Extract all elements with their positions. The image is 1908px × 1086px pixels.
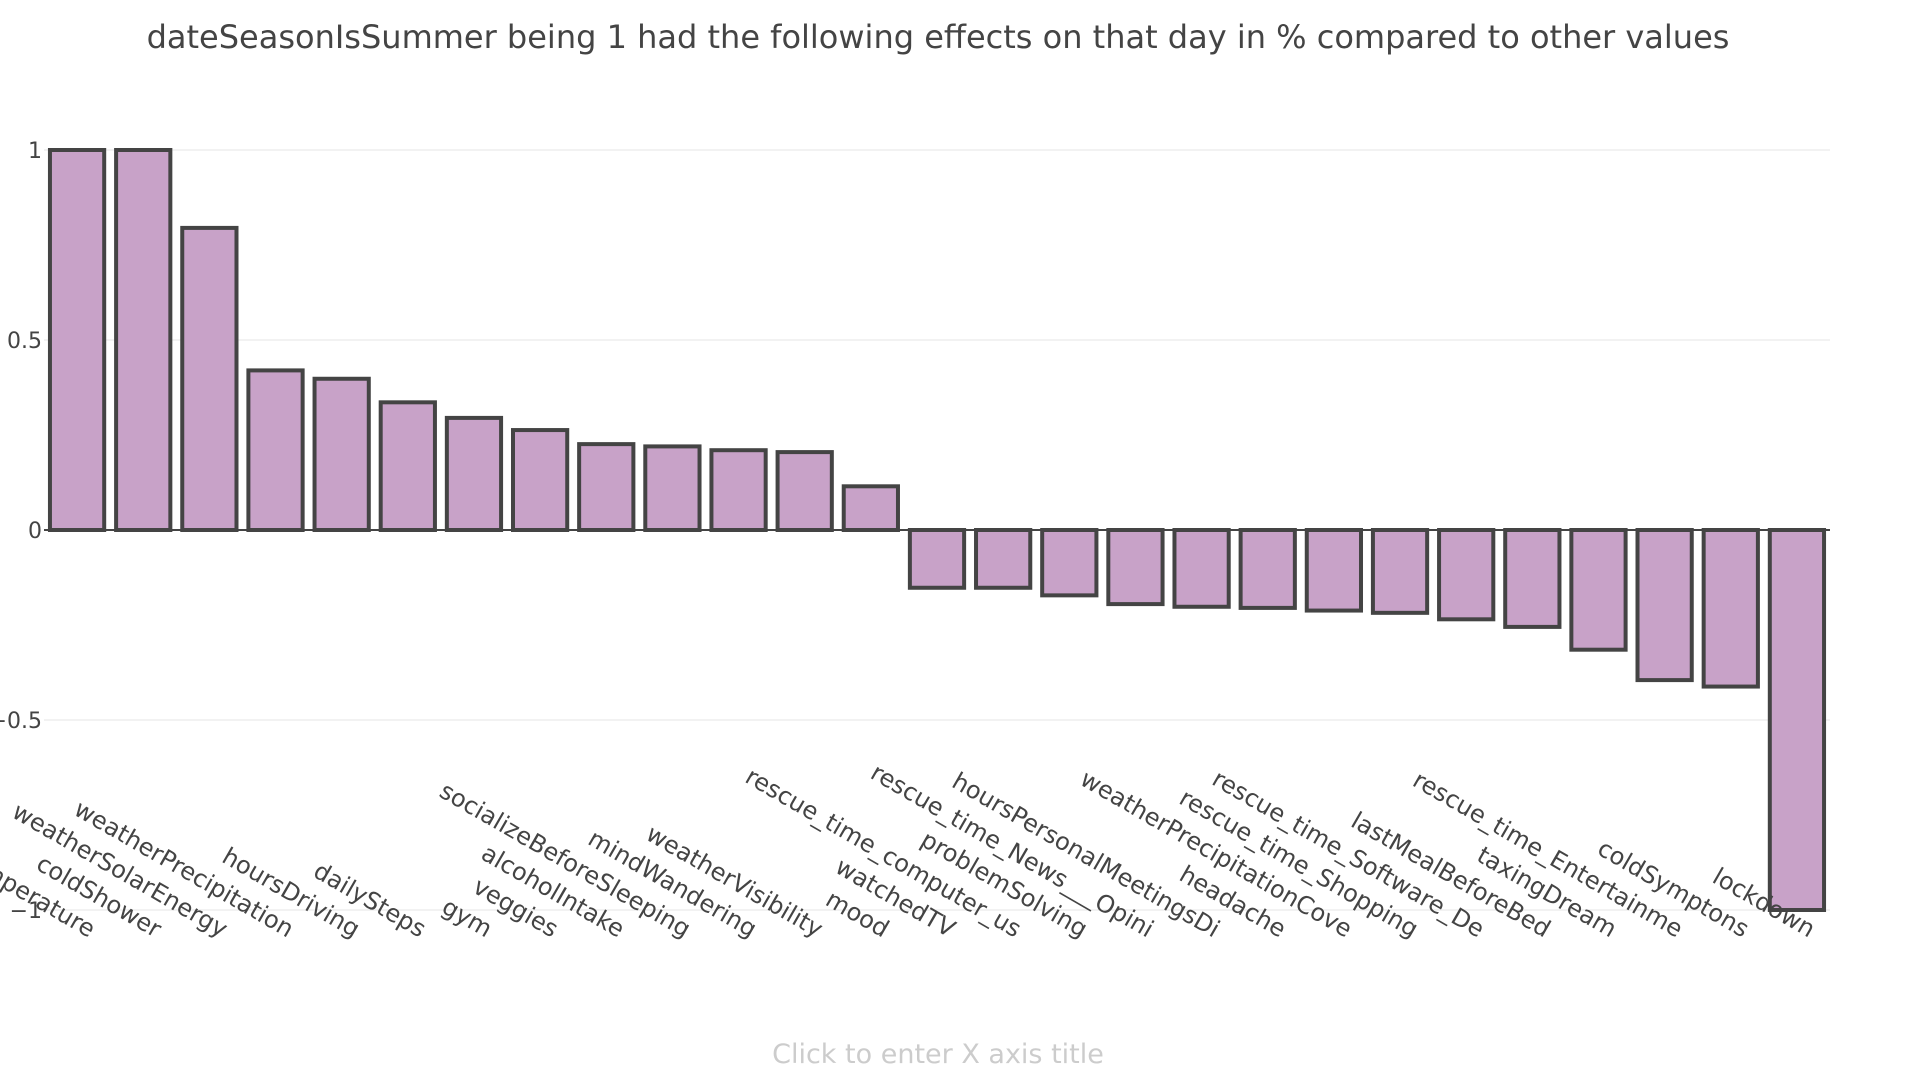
bar-dailySteps[interactable] [378,400,437,533]
bar-gym[interactable] [444,415,504,532]
chart-title: dateSeasonIsSummer being 1 had the follo… [147,18,1730,56]
bar-coldSymptons[interactable] [1701,528,1760,689]
bar-watchedTV[interactable] [907,528,967,590]
grid-lines [44,149,1830,911]
bar-socializeBeforeSleeping[interactable] [643,444,702,532]
bars [47,148,1827,912]
bar-alcoholIntake[interactable] [577,442,636,532]
bar-lastMealBeforeBed[interactable] [1503,528,1562,629]
bar-rescue_time_Shopping[interactable] [1370,528,1430,615]
bar-rescue_time_Software_De[interactable] [1437,528,1496,622]
bar-weatherPrecipitationCove[interactable] [1304,528,1364,613]
bar-veggies[interactable] [510,428,570,532]
bar-rescue_time_computer_us[interactable] [974,528,1033,590]
bar-headache[interactable] [1238,528,1297,610]
bar-hoursDriving[interactable] [312,376,371,533]
bar-hoursPersonalMeetingsDi[interactable] [1172,528,1231,609]
bar-weatherTemperature[interactable] [47,148,107,532]
bar-rescue_time_News___Opini[interactable] [1106,528,1165,607]
bar-taxingDream[interactable] [1569,528,1628,652]
x-axis-title-placeholder[interactable]: Click to enter X axis title [772,1039,1104,1070]
y-tick-label: −1 [10,899,42,924]
bar-lockdown[interactable] [1767,528,1827,912]
y-tick-label: −0.5 [0,709,42,734]
bar-mindWandering[interactable] [709,448,768,533]
bar-problemSolving[interactable] [1040,528,1099,598]
bar-weatherVisibility[interactable] [775,450,834,533]
y-axis-tick-labels: 1 0.5 0 −0.5 −1 [0,139,42,924]
bar-weatherPrecipitation[interactable] [246,368,305,532]
y-tick-label: 1 [28,139,42,164]
bar-rescue_time_Entertainme[interactable] [1635,528,1694,683]
y-tick-label: 0 [28,519,42,544]
y-tick-label: 0.5 [7,329,42,354]
bar-mood[interactable] [841,484,900,532]
x-axis-tick-labels: weatherTemperaturecoldShowerweatherSolar… [0,758,1820,943]
bar-weatherSolarEnergy[interactable] [180,225,239,532]
bar-coldShower[interactable] [114,148,173,532]
